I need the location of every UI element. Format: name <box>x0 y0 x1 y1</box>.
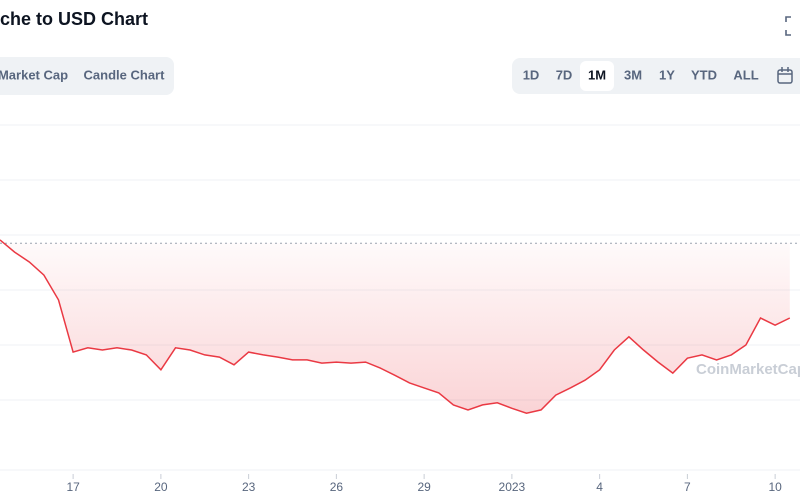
x-tick-label: 17 <box>66 480 80 494</box>
range-button[interactable]: 1Y <box>659 67 675 82</box>
x-tick-label: 7 <box>684 480 691 494</box>
range-button[interactable]: 3M <box>624 67 642 82</box>
watermark: CoinMarketCap <box>696 361 800 378</box>
calendar-icon[interactable] <box>777 67 793 84</box>
range-button[interactable]: YTD <box>691 67 717 82</box>
area-fill <box>0 239 790 414</box>
page-title: che to USD Chart <box>0 9 148 29</box>
range-button[interactable]: 1M <box>588 67 606 82</box>
x-tick-label: 10 <box>768 480 782 494</box>
price-line <box>0 239 791 414</box>
range-button[interactable]: ALL <box>733 67 758 82</box>
tab-group <box>0 57 174 95</box>
x-tick-label: 29 <box>417 480 431 494</box>
tab[interactable]: Candle Chart <box>84 67 166 82</box>
tab[interactable]: Market Cap <box>0 67 68 82</box>
x-tick-label: 20 <box>154 480 168 494</box>
active-range <box>580 61 614 91</box>
x-tick-label: 23 <box>242 480 256 494</box>
x-tick-label: 26 <box>330 480 344 494</box>
fullscreen-icon[interactable] <box>785 16 800 36</box>
range-button[interactable]: 7D <box>556 67 573 82</box>
range-button[interactable]: 1D <box>523 67 540 82</box>
x-tick-label: 4 <box>596 480 603 494</box>
x-tick-label: 2023 <box>499 480 526 494</box>
